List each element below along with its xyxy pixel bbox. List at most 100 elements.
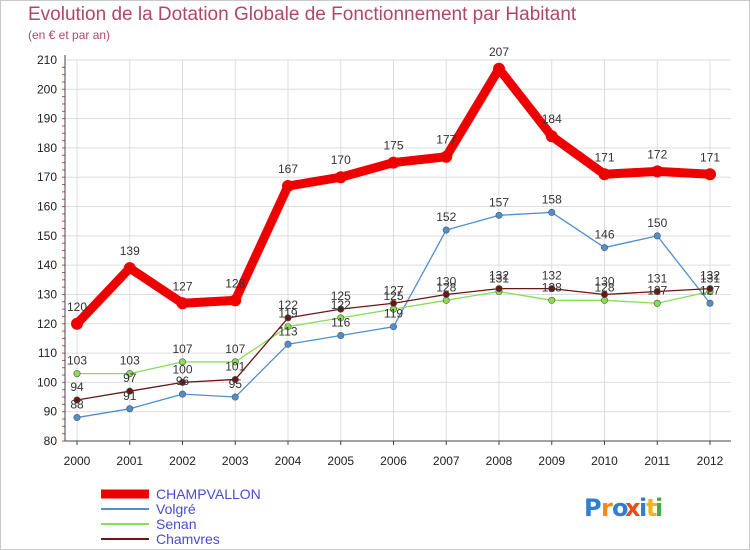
legend-label: CHAMPVALLON (156, 486, 261, 502)
chart-subtitle: (en € et par an) (28, 28, 111, 42)
y-tick-label: 90 (44, 405, 58, 419)
data-point (495, 285, 503, 293)
data-point (389, 299, 397, 307)
data-label: 139 (120, 244, 140, 258)
x-tick-label: 2011 (644, 454, 670, 468)
data-label: 207 (489, 45, 509, 59)
x-tick-label: 2008 (486, 454, 513, 468)
y-tick-label: 200 (37, 82, 57, 96)
data-point (123, 262, 136, 275)
data-point (442, 290, 450, 298)
data-point (334, 171, 347, 184)
data-label: 132 (542, 269, 562, 283)
logo-letter: i (655, 494, 663, 522)
data-point (126, 405, 134, 413)
x-tick-label: 2006 (380, 454, 407, 468)
axes (62, 55, 731, 445)
data-point (389, 323, 397, 331)
y-tick-label: 140 (37, 258, 57, 272)
legend-label: Chamvres (156, 531, 220, 547)
data-point (284, 323, 292, 331)
x-tick-label: 2002 (169, 454, 196, 468)
data-point (704, 168, 716, 181)
data-point (126, 370, 134, 378)
series-lines (71, 62, 716, 422)
data-point (231, 393, 239, 401)
data-label: 130 (594, 274, 614, 288)
data-label: 131 (700, 272, 720, 286)
data-point (706, 285, 714, 293)
data-label: 177 (436, 133, 456, 147)
data-label: 184 (542, 112, 562, 126)
data-label: 103 (67, 354, 87, 368)
data-label: 122 (331, 298, 351, 312)
data-point (600, 244, 608, 252)
data-label: 119 (278, 307, 297, 321)
legend-label: Senan (156, 516, 196, 532)
data-label: 119 (384, 307, 403, 321)
logo-letter: i (639, 494, 647, 522)
x-tick-label: 2012 (697, 454, 724, 468)
data-label: 91 (123, 389, 137, 403)
logo-letter: t (646, 494, 657, 522)
data-point (598, 168, 611, 181)
data-label: 94 (70, 380, 84, 394)
data-point (545, 130, 558, 143)
data-point (73, 370, 81, 378)
data-labels: 120 139 127 128 167 170 175 177 207 184 171 172 171 8… (67, 45, 720, 412)
data-point (495, 211, 503, 219)
data-label: 132 (700, 269, 720, 283)
x-tick-label: 2001 (116, 454, 143, 468)
data-label: 170 (331, 153, 351, 167)
data-label: 171 (594, 150, 614, 164)
data-label: 107 (225, 342, 245, 356)
data-label: 171 (700, 150, 720, 164)
data-label: 127 (172, 279, 192, 293)
data-point (442, 226, 450, 234)
legend-label: Volgré (156, 501, 196, 517)
data-label: 152 (436, 210, 456, 224)
data-point (73, 414, 81, 422)
data-point (229, 294, 242, 307)
data-label: 146 (594, 228, 614, 242)
data-point (653, 288, 661, 296)
data-point (440, 150, 453, 163)
data-label: 96 (176, 374, 190, 388)
data-point (176, 297, 189, 310)
y-tick-label: 110 (38, 346, 57, 360)
data-point (548, 296, 556, 304)
y-tick-label: 160 (37, 200, 57, 214)
data-point (337, 331, 345, 339)
data-point (442, 296, 450, 304)
y-tick-label: 210 (37, 53, 57, 67)
data-point (493, 62, 505, 75)
x-tick-label: 2005 (327, 454, 354, 468)
data-label: 113 (278, 324, 297, 338)
data-point (282, 180, 294, 193)
y-tick-label: 80 (44, 434, 58, 448)
data-point (387, 156, 400, 169)
data-point (126, 387, 134, 395)
data-label: 128 (225, 276, 245, 290)
data-label: 157 (489, 195, 509, 209)
y-tick-label: 180 (37, 141, 57, 155)
data-label: 131 (489, 272, 509, 286)
data-label: 125 (383, 289, 403, 303)
data-label: 132 (489, 269, 509, 283)
data-point (651, 165, 664, 178)
logo-letter: o (612, 494, 629, 522)
data-label: 127 (383, 283, 403, 297)
data-label: 120 (67, 300, 87, 314)
data-label: 131 (647, 272, 667, 286)
data-label: 122 (278, 298, 298, 312)
y-tick-label: 150 (37, 229, 57, 243)
data-point (284, 314, 292, 322)
x-tick-label: 2004 (275, 454, 302, 468)
data-label: 150 (647, 216, 667, 230)
data-point (179, 358, 187, 366)
x-tick-label: 2000 (64, 454, 91, 468)
y-tick-label: 120 (37, 317, 57, 331)
